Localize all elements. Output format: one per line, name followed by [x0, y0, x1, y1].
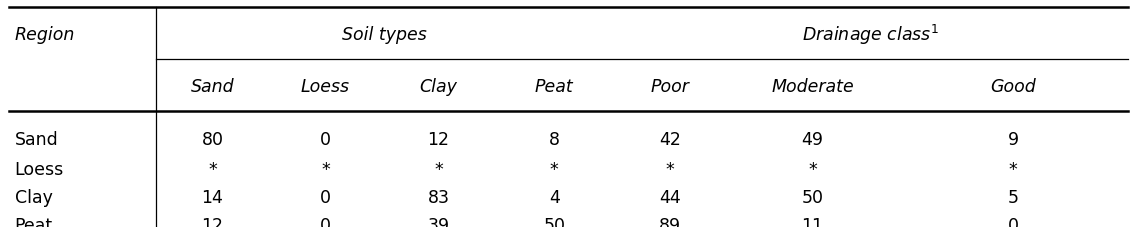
Text: Peat: Peat [15, 216, 53, 227]
Text: 12: 12 [201, 216, 224, 227]
Text: Poor: Poor [651, 77, 689, 95]
Text: Clay: Clay [15, 189, 53, 206]
Text: *: * [666, 160, 675, 178]
Text: Loess: Loess [301, 77, 350, 95]
Text: 11: 11 [801, 216, 824, 227]
Text: Peat: Peat [534, 77, 574, 95]
Text: *: * [208, 160, 217, 178]
Text: *: * [434, 160, 443, 178]
Text: 12: 12 [427, 131, 450, 148]
Text: 0: 0 [1008, 216, 1018, 227]
Text: Sand: Sand [191, 77, 234, 95]
Text: 44: 44 [659, 189, 681, 206]
Text: 0: 0 [320, 189, 331, 206]
Text: *: * [1009, 160, 1017, 178]
Text: Region: Region [15, 26, 75, 44]
Text: 4: 4 [549, 189, 559, 206]
Text: 0: 0 [320, 131, 331, 148]
Text: 80: 80 [201, 131, 224, 148]
Text: 9: 9 [1008, 131, 1018, 148]
Text: 50: 50 [544, 216, 565, 227]
Text: *: * [808, 160, 817, 178]
Text: Soil types: Soil types [342, 26, 427, 44]
Text: 89: 89 [659, 216, 681, 227]
Text: 39: 39 [427, 216, 450, 227]
Text: 14: 14 [201, 189, 224, 206]
Text: *: * [550, 160, 558, 178]
Text: 0: 0 [320, 216, 331, 227]
Text: Good: Good [990, 77, 1036, 95]
Text: Drainage class$^1$: Drainage class$^1$ [802, 23, 939, 47]
Text: Moderate: Moderate [771, 77, 854, 95]
Text: 83: 83 [427, 189, 450, 206]
Text: Sand: Sand [15, 131, 59, 148]
Text: Loess: Loess [15, 160, 64, 178]
Text: 8: 8 [549, 131, 559, 148]
Text: 49: 49 [801, 131, 824, 148]
Text: 5: 5 [1008, 189, 1018, 206]
Text: Clay: Clay [419, 77, 458, 95]
Text: 42: 42 [659, 131, 681, 148]
Text: *: * [321, 160, 330, 178]
Text: 50: 50 [801, 189, 824, 206]
